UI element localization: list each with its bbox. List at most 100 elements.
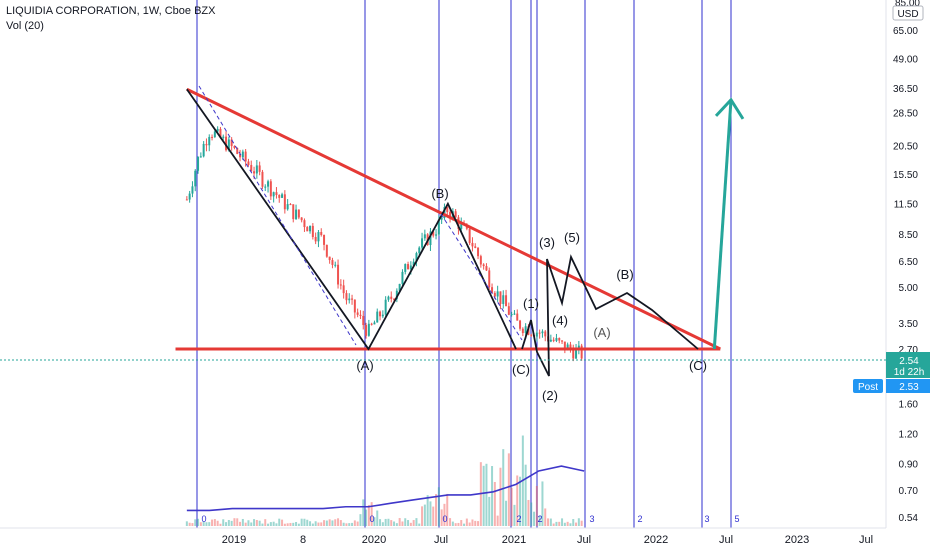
- candle-body: [488, 270, 491, 288]
- wave-label: (B): [616, 267, 633, 282]
- volume-bar: [269, 522, 272, 526]
- time-tick-label: 2021: [502, 534, 526, 546]
- candle-body: [387, 296, 390, 300]
- price-tick-label: 0.70: [899, 486, 919, 497]
- candle-body: [499, 291, 502, 304]
- volume-bar: [488, 496, 491, 526]
- candle-body: [401, 271, 404, 284]
- candle-body: [306, 227, 309, 232]
- wave-label: (C): [512, 362, 530, 377]
- volume-bar: [227, 520, 230, 526]
- projection-arrow-shaft: [712, 99, 733, 350]
- candle-body: [239, 153, 242, 158]
- volume-bar: [337, 518, 340, 526]
- candle-body: [435, 234, 438, 236]
- candle-body: [191, 186, 194, 194]
- candle-body: [222, 136, 225, 138]
- volume-bar: [185, 521, 188, 526]
- candle-body: [356, 312, 359, 315]
- volume-bar: [202, 521, 205, 526]
- volume-bar: [213, 519, 216, 526]
- volume-bar: [474, 520, 477, 526]
- volume-bar: [566, 521, 569, 526]
- time-tick-label: 2020: [362, 534, 386, 546]
- volume-bar: [306, 519, 309, 526]
- candle-body: [320, 232, 323, 235]
- cycle-mark: 0: [369, 514, 374, 524]
- candle-body: [561, 340, 564, 342]
- volume-bar: [289, 522, 292, 526]
- volume-bar: [381, 522, 384, 526]
- candle-body: [362, 315, 365, 326]
- volume-bar: [297, 523, 300, 526]
- volume-bar: [295, 521, 298, 526]
- bar-countdown: 1d 22h: [894, 367, 925, 378]
- candle-body: [485, 266, 488, 271]
- price-tick-label: 49.00: [893, 54, 918, 65]
- volume-bar: [451, 521, 454, 526]
- last-price-badge[interactable]: [886, 352, 930, 378]
- candle-body: [317, 232, 320, 242]
- volume-bar: [505, 500, 508, 526]
- volume-bar: [205, 522, 208, 526]
- volume-bar: [535, 485, 538, 526]
- candle-body: [323, 234, 326, 245]
- volume-bar: [373, 517, 376, 526]
- candle-body: [505, 295, 508, 307]
- volume-bar: [418, 523, 421, 526]
- candle-body: [373, 322, 376, 325]
- candle-body: [269, 181, 272, 197]
- volume-bar: [286, 523, 289, 526]
- volume-bar: [502, 449, 505, 526]
- price-tick-label: 11.50: [894, 200, 919, 211]
- volume-bar: [264, 519, 267, 526]
- candle-body: [314, 236, 317, 242]
- candle-body: [342, 285, 345, 294]
- projection-arrow-head: [714, 97, 745, 120]
- candle-body: [225, 136, 228, 151]
- candle-body: [216, 128, 219, 132]
- cycle-mark: 2: [637, 514, 642, 524]
- volume-bar: [485, 463, 488, 526]
- candle-body: [549, 339, 552, 342]
- volume-bar: [435, 494, 438, 526]
- candle-body: [359, 314, 362, 316]
- volume-bar: [365, 509, 368, 526]
- candle-body: [339, 284, 342, 286]
- dashed-channel-2: [440, 213, 523, 341]
- volume-bar: [320, 522, 323, 526]
- volume-indicator-label[interactable]: Vol (20): [6, 20, 44, 32]
- volume-bar: [423, 504, 426, 526]
- volume-bar: [387, 518, 390, 526]
- candle-body: [194, 170, 197, 187]
- time-tick-label: 8: [300, 534, 306, 546]
- post-session-tag[interactable]: [853, 379, 883, 393]
- volume-bar: [440, 509, 443, 526]
- symbol-title[interactable]: LIQUIDIA CORPORATION, 1W, Cboe BZX: [6, 5, 216, 17]
- volume-bar: [563, 522, 566, 526]
- volume-bar: [247, 520, 250, 526]
- volume-bar: [188, 522, 191, 526]
- volume-bar: [412, 520, 415, 526]
- post-price-badge[interactable]: [886, 379, 930, 393]
- dashed-channel-1: [198, 85, 357, 346]
- time-tick-label: Jul: [859, 534, 873, 546]
- candle-body: [474, 246, 477, 248]
- price-tick-label: 1.20: [899, 430, 919, 441]
- candle-body: [286, 204, 289, 210]
- candle-body: [524, 326, 527, 334]
- candle-body: [292, 204, 295, 220]
- volume-bar: [432, 506, 435, 526]
- volume-bar: [446, 493, 449, 526]
- volume-bar: [549, 518, 552, 526]
- cycle-mark: 0: [201, 514, 206, 524]
- volume-bar: [353, 520, 356, 526]
- candle-body: [283, 194, 286, 210]
- candle-body: [390, 296, 393, 299]
- currency-box[interactable]: [892, 5, 924, 21]
- time-tick-label: Jul: [577, 534, 591, 546]
- volume-bar: [572, 519, 575, 526]
